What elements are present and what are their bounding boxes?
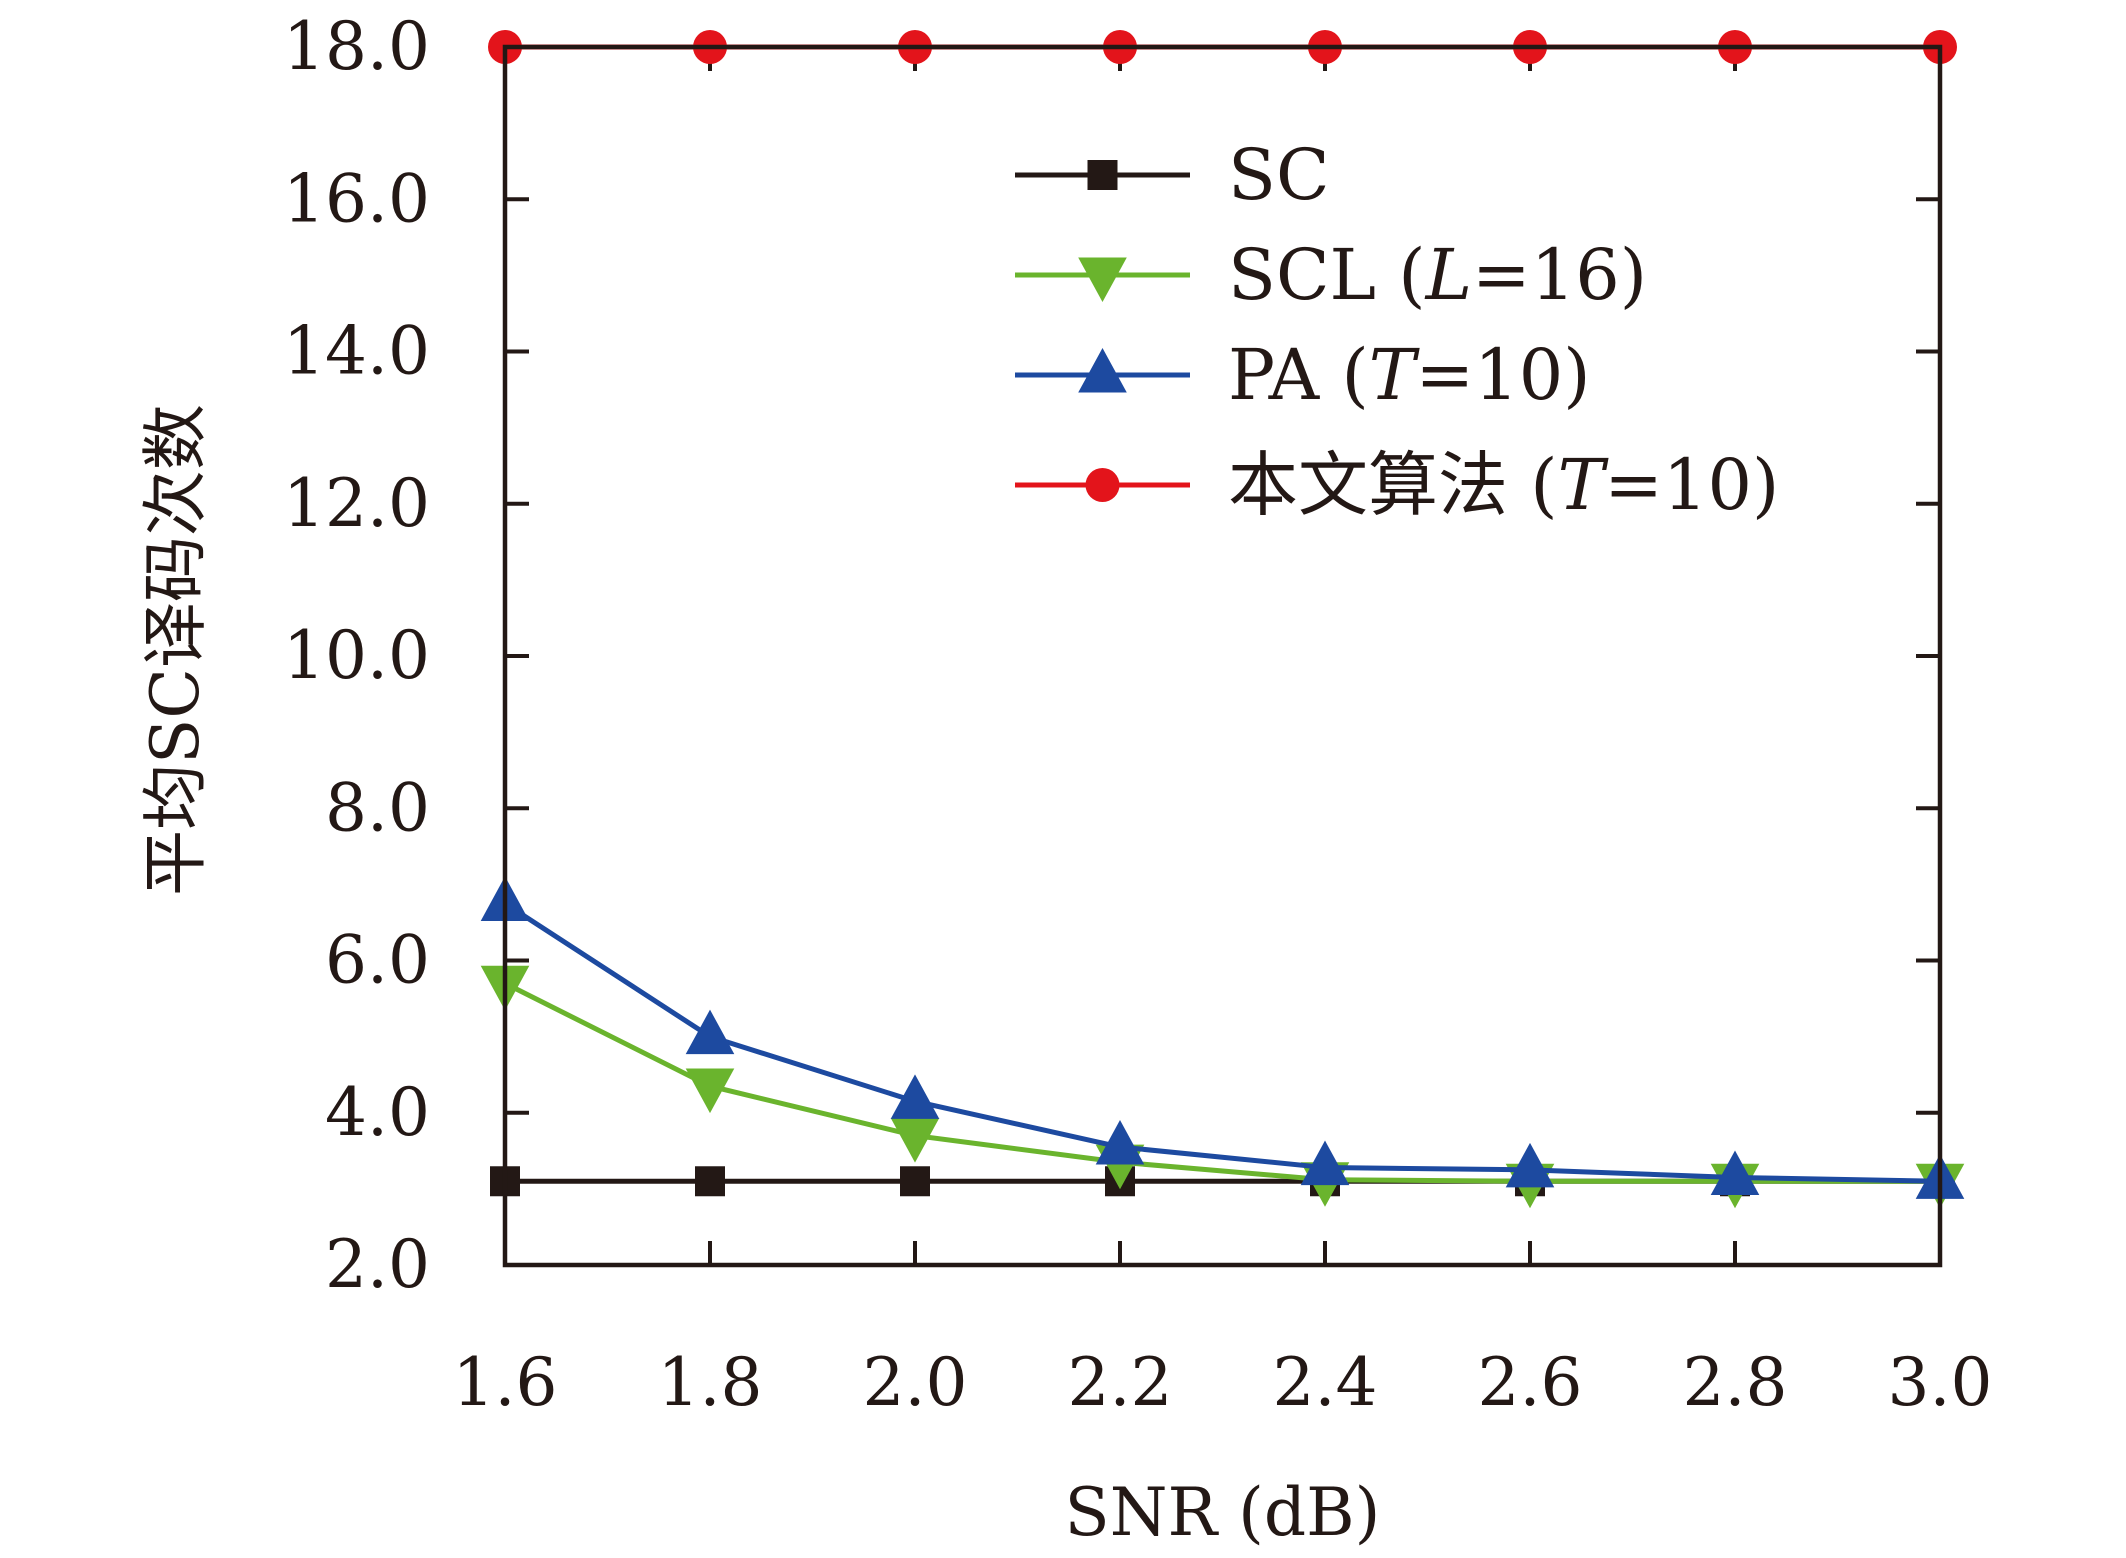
y-tick-label: 6.0: [325, 922, 430, 999]
x-tick-label: 2.4: [1273, 1344, 1378, 1421]
x-tick-label: 2.6: [1478, 1344, 1583, 1421]
data-point: [1505, 1142, 1555, 1188]
y-tick-label: 4.0: [325, 1074, 430, 1151]
data-point: [685, 1068, 735, 1114]
y-tick-label: 8.0: [325, 769, 430, 846]
legend-item: 本文算法 (T=10): [1015, 444, 1779, 526]
legend-label-part: L: [1424, 234, 1472, 316]
legend-label: PA (T=10): [1228, 334, 1591, 416]
plot-border: [502, 44, 1943, 1268]
data-point: [1095, 1120, 1145, 1165]
x-tick-label: 2.0: [863, 1344, 968, 1421]
data-point: [685, 1009, 735, 1055]
x-tick-label: 3.0: [1888, 1344, 1993, 1421]
x-axis-title: SNR (dB): [1065, 1474, 1381, 1551]
legend-label-part: =10): [1416, 334, 1591, 416]
legend-item: SC: [1015, 134, 1330, 216]
legend-label-part: SCL (: [1228, 234, 1426, 316]
legend-label-part: =16): [1472, 234, 1647, 316]
legend-label: SC: [1228, 134, 1330, 216]
data-point: [1300, 1140, 1350, 1186]
legend-label: SCL (L=16): [1228, 234, 1647, 316]
plot-series: [480, 30, 1965, 1209]
legend-label-part: 本文算法 (: [1228, 444, 1558, 526]
legend-label: 本文算法 (T=10): [1228, 444, 1779, 526]
x-tick-label: 1.8: [658, 1344, 763, 1421]
series-line: [503, 981, 1940, 1184]
legend-swatch-marker: [1087, 160, 1118, 190]
y-tick-label: 18.0: [283, 8, 430, 85]
legend-label-part: =10): [1604, 444, 1779, 526]
data-point: [890, 1074, 940, 1119]
x-tick-label: 2.8: [1683, 1344, 1788, 1421]
legend-item: PA (T=10): [1015, 334, 1591, 416]
legend-item: SCL (L=16): [1015, 234, 1647, 316]
legend-swatch-marker: [1078, 348, 1127, 393]
legend-label-part: T: [1369, 334, 1420, 416]
y-tick-label: 14.0: [283, 313, 430, 390]
legend-swatch-marker: [1078, 257, 1127, 302]
x-tick-label: 2.2: [1068, 1344, 1173, 1421]
legend-label-part: PA (: [1228, 334, 1369, 416]
data-point: [1710, 1150, 1760, 1196]
y-tick-label: 2.0: [325, 1226, 430, 1303]
x-tick-label: 1.6: [453, 1344, 558, 1421]
legend-label-part: T: [1558, 444, 1609, 526]
axes: 1.6 1.8 2.0 2.2 2.4 2.6 2.8 3.0 2.0 4.0 6.0 8.0 10.0…: [283, 8, 1992, 1421]
plot-frame: [502, 44, 1943, 1268]
data-point: [890, 1118, 940, 1163]
data-point: [695, 1166, 725, 1197]
y-tick-label: 12.0: [283, 465, 430, 542]
legend-label-part: SC: [1228, 134, 1330, 216]
y-axis-title: 平均SC译码次数: [137, 404, 214, 896]
series-2: [480, 876, 1965, 1199]
series-line: [503, 901, 1941, 1184]
y-tick-label: 10.0: [283, 617, 430, 694]
y-tick-label: 16.0: [283, 160, 430, 237]
legend-swatch-marker: [1085, 468, 1120, 502]
data-point: [900, 1166, 930, 1197]
